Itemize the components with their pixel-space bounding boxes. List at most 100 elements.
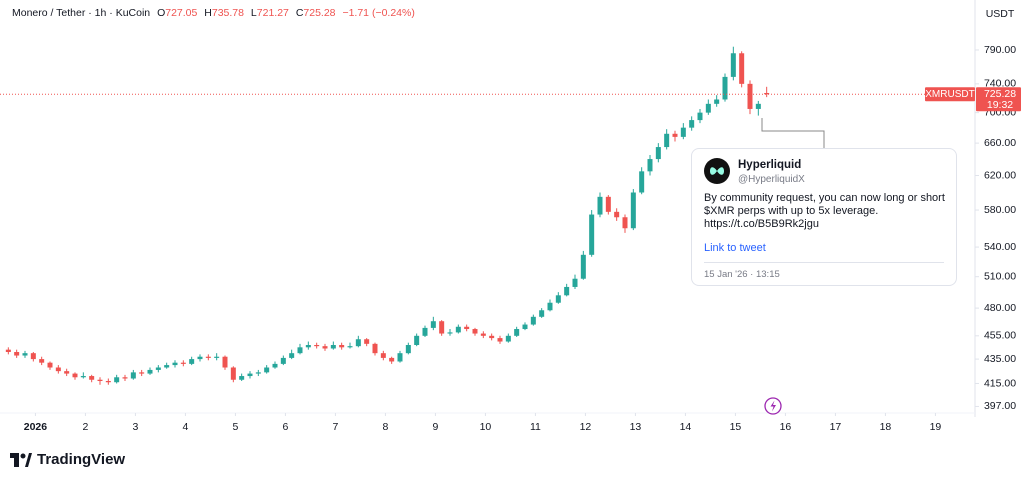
x-tick-label: 17 xyxy=(830,421,842,433)
symbol-title: Monero / Tether · 1h · KuCoin xyxy=(12,7,151,19)
candle-body xyxy=(414,335,420,345)
candle-body xyxy=(247,373,253,377)
candle-body xyxy=(280,357,286,364)
tweet-link[interactable]: Link to tweet xyxy=(704,242,766,254)
candle-body xyxy=(89,376,95,380)
x-tick-label: 4 xyxy=(182,421,188,433)
high-value: 735.78 xyxy=(211,7,244,19)
y-tick-label: 510.00 xyxy=(984,270,1016,282)
tweet-line: $XMR perps with up to 5x leverage. xyxy=(704,205,879,217)
candle-body xyxy=(539,310,545,317)
low-value: 721.27 xyxy=(256,7,289,19)
x-tick-label: 2 xyxy=(82,421,88,433)
candle-body xyxy=(639,171,645,193)
symbol-tag xyxy=(925,87,975,102)
x-tick-label: 18 xyxy=(880,421,892,433)
candle-body xyxy=(614,211,620,218)
candle-body xyxy=(439,321,445,334)
candle-body xyxy=(514,329,520,336)
candle-body xyxy=(455,326,461,333)
y-tick-label: 580.00 xyxy=(984,204,1016,216)
candle-body xyxy=(597,196,603,215)
change-percent: (−0.24%) xyxy=(371,7,415,19)
candle-body xyxy=(14,352,20,356)
candle-body xyxy=(264,367,270,373)
candle-body xyxy=(664,133,670,148)
candle-body xyxy=(589,214,595,255)
candle-body xyxy=(422,327,428,336)
candle-body xyxy=(55,367,61,372)
tweet-line[interactable]: https://t.co/B5B9Rk2jgu xyxy=(704,218,819,230)
y-tick-label: 660.00 xyxy=(984,137,1016,149)
candles xyxy=(5,46,770,385)
candle-body xyxy=(447,332,453,334)
x-tick-label: 2026 xyxy=(24,421,48,433)
candle-body xyxy=(64,371,70,374)
last-price-label: 725.28 xyxy=(984,88,1016,100)
candle-body xyxy=(322,346,328,349)
candle-body xyxy=(222,356,228,368)
candle-body xyxy=(364,339,370,344)
x-tick-label: 8 xyxy=(382,421,388,433)
brand-mark xyxy=(10,452,32,467)
candle-body xyxy=(739,53,745,84)
candle-body xyxy=(172,362,178,366)
candle-body xyxy=(297,347,303,354)
x-tick-label: 7 xyxy=(332,421,338,433)
candle-body xyxy=(347,346,353,348)
candle-body xyxy=(705,103,711,113)
candle-body xyxy=(5,349,11,353)
candle-body xyxy=(380,353,386,358)
y-tick-label: 740.00 xyxy=(984,78,1016,90)
candle-body xyxy=(105,380,111,383)
candle-body xyxy=(572,278,578,287)
candle-body xyxy=(480,333,486,336)
candle-body xyxy=(747,83,753,109)
y-tick-label: 397.00 xyxy=(984,400,1016,412)
candle-body xyxy=(730,53,736,77)
y-tick-label: 415.00 xyxy=(984,377,1016,389)
y-tick-label: 790.00 xyxy=(984,44,1016,56)
candle-body xyxy=(372,343,378,354)
candle-body xyxy=(547,302,553,311)
candle-body xyxy=(189,359,195,364)
candle-body xyxy=(147,369,153,374)
avatar xyxy=(704,158,730,184)
candle-body xyxy=(114,377,120,383)
change-value: −1.71 xyxy=(342,7,370,19)
candle-body xyxy=(630,192,636,229)
candle-body xyxy=(305,344,311,348)
event-icon[interactable] xyxy=(764,397,782,415)
candle-body xyxy=(622,217,628,229)
tweet-connector xyxy=(761,118,825,148)
candle-body xyxy=(205,356,211,358)
candle-body xyxy=(255,372,261,374)
candle-body xyxy=(464,326,470,330)
candle-body xyxy=(97,379,103,381)
candle-body xyxy=(430,321,436,328)
close-letter: C xyxy=(295,7,304,19)
open-letter: O xyxy=(157,7,166,19)
brand-logo[interactable]: TradingView xyxy=(10,451,125,468)
x-tick-label: 10 xyxy=(480,421,492,433)
tweet-date: 15 Jan '26 · 13:15 xyxy=(704,269,780,280)
candle-body xyxy=(405,344,411,354)
tweet-line: By community request, you can now long o… xyxy=(704,192,945,204)
high-letter: H xyxy=(204,7,212,19)
tweet-card: Hyperliquid @HyperliquidX By community r… xyxy=(691,148,957,286)
candle-body xyxy=(697,112,703,121)
x-tick-label: 19 xyxy=(930,421,942,433)
candle-body xyxy=(672,133,678,137)
avatar-logo xyxy=(710,167,724,175)
candle-body xyxy=(580,254,586,279)
candle-body xyxy=(680,127,686,137)
candle-body xyxy=(30,353,36,360)
y-tick-label: 455.00 xyxy=(984,330,1016,342)
candle-body xyxy=(22,353,28,356)
brand-name: TradingView xyxy=(37,451,126,468)
legend-header: Monero / Tether · 1h · KuCoin O727.05 H7… xyxy=(12,7,415,19)
tweet-handle: @HyperliquidX xyxy=(738,174,805,185)
candle-body xyxy=(197,356,203,360)
candle-body xyxy=(522,324,528,330)
divider xyxy=(704,262,944,263)
